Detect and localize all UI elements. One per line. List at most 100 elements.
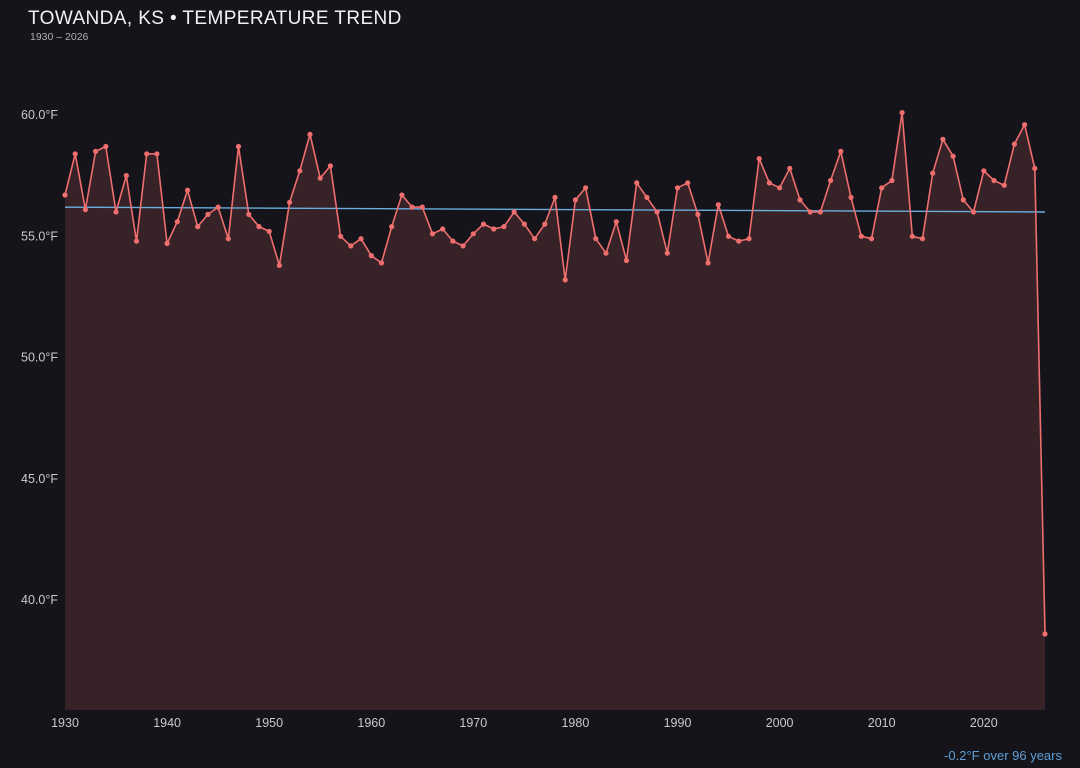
x-tick-label: 1950 <box>255 716 283 730</box>
data-point <box>521 221 528 227</box>
data-point <box>542 221 548 227</box>
data-point <box>756 156 762 162</box>
data-point <box>174 219 180 225</box>
data-point <box>184 187 191 193</box>
data-point <box>685 180 691 186</box>
data-point <box>858 233 864 239</box>
data-point <box>1032 165 1038 171</box>
data-point <box>970 209 977 215</box>
data-point <box>930 170 936 176</box>
data-point <box>981 168 987 174</box>
data-point <box>674 185 681 191</box>
data-point <box>133 238 140 244</box>
data-point <box>562 277 568 283</box>
data-point <box>838 148 844 154</box>
x-tick-label: 2000 <box>766 716 794 730</box>
y-tick-label: 60.0°F <box>21 108 58 122</box>
data-point <box>215 204 221 210</box>
trend-line <box>64 206 1046 213</box>
data-point <box>113 209 119 215</box>
data-point <box>603 250 609 256</box>
data-point <box>889 177 895 184</box>
trend-annotation: -0.2°F over 96 years <box>944 748 1062 763</box>
data-point <box>715 202 721 208</box>
data-point <box>552 194 558 200</box>
data-point <box>623 257 630 264</box>
data-point <box>725 233 732 239</box>
data-point <box>766 180 773 186</box>
data-point <box>899 110 905 116</box>
data-point <box>777 185 783 191</box>
data-point <box>266 228 272 234</box>
y-tick-label: 40.0°F <box>21 593 58 607</box>
y-tick-label: 50.0°F <box>21 351 58 365</box>
data-point <box>593 236 599 242</box>
data-point <box>1042 631 1048 637</box>
data-point <box>297 168 303 174</box>
data-point <box>72 151 78 157</box>
data-point <box>164 240 170 247</box>
data-point <box>879 185 885 191</box>
data-point <box>950 153 956 159</box>
data-point <box>613 219 619 225</box>
data-point <box>123 173 129 179</box>
data-point <box>154 151 160 157</box>
data-point <box>307 131 313 137</box>
temperature-area <box>65 112 1045 711</box>
data-point <box>348 243 354 249</box>
x-tick-label: 1980 <box>561 716 589 730</box>
data-point <box>195 224 201 230</box>
data-point <box>460 243 466 249</box>
data-point <box>368 253 374 259</box>
data-point <box>664 250 670 256</box>
data-point <box>1001 182 1007 188</box>
data-point <box>909 233 915 239</box>
data-point <box>1011 141 1018 147</box>
data-point <box>144 151 150 157</box>
data-point <box>919 236 926 242</box>
data-point <box>634 180 640 186</box>
data-point <box>736 238 742 244</box>
data-point <box>705 260 711 266</box>
data-point <box>225 236 231 242</box>
data-point <box>429 231 436 237</box>
data-point <box>583 185 589 191</box>
data-point <box>62 192 68 198</box>
x-tick-label: 2010 <box>868 716 896 730</box>
data-point <box>317 175 323 181</box>
x-tick-label: 1960 <box>357 716 385 730</box>
data-point <box>93 148 99 154</box>
data-point <box>409 204 415 210</box>
data-point <box>532 236 538 242</box>
data-point <box>82 207 88 213</box>
data-point <box>450 238 456 244</box>
data-point <box>1022 122 1028 128</box>
data-point <box>205 211 211 217</box>
data-point <box>501 224 507 230</box>
data-point <box>256 224 262 230</box>
data-point <box>378 260 385 266</box>
data-point <box>940 136 946 142</box>
y-tick-label: 55.0°F <box>21 229 58 243</box>
data-point <box>399 192 405 198</box>
data-point <box>654 209 660 215</box>
x-tick-label: 2020 <box>970 716 998 730</box>
data-point <box>746 236 752 242</box>
data-point <box>828 177 834 184</box>
data-point <box>572 197 579 203</box>
data-point <box>470 231 476 237</box>
data-point <box>103 143 109 150</box>
data-point <box>807 209 813 215</box>
data-point <box>327 163 333 169</box>
data-point <box>338 233 344 239</box>
data-point <box>440 226 446 232</box>
data-point <box>868 236 875 242</box>
chart-subtitle: 1930 – 2026 <box>30 31 89 43</box>
data-point <box>817 209 824 215</box>
data-point <box>787 165 793 171</box>
data-point <box>848 194 854 200</box>
data-point <box>511 209 517 215</box>
x-tick-label: 1930 <box>51 716 79 730</box>
